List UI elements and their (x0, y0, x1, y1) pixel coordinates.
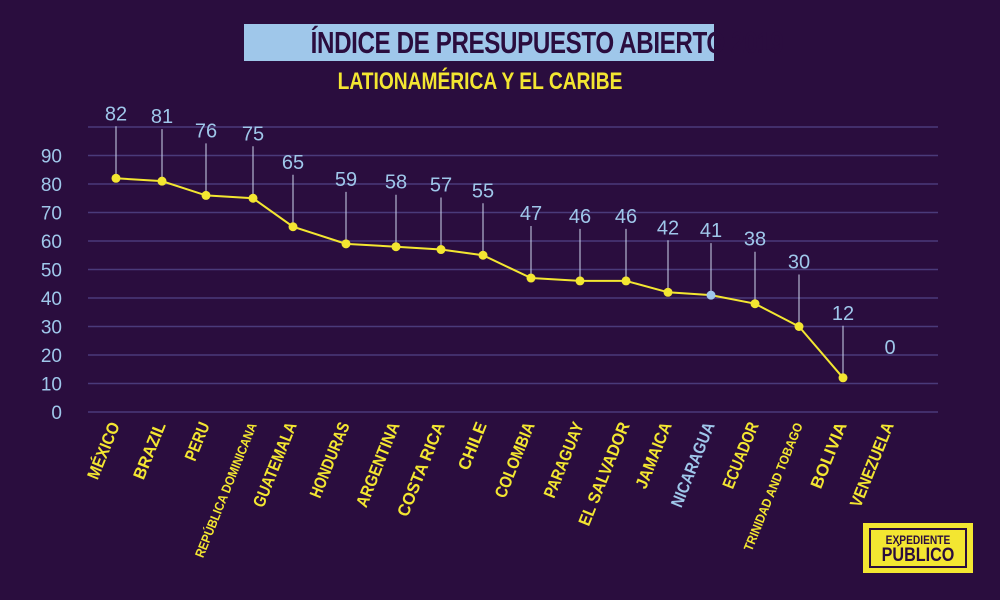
x-tick-label: MÉXICO (84, 419, 124, 482)
data-point (838, 373, 848, 383)
data-label: 59 (335, 169, 357, 191)
data-point (157, 176, 167, 186)
data-point (341, 239, 351, 249)
data-label: 12 (832, 303, 854, 325)
data-point (201, 190, 211, 200)
y-tick-label: 30 (41, 318, 62, 339)
x-tick-label: COSTA RICA (394, 419, 449, 519)
expediente-publico-logo: EXPEDIENTE PÚBLICO (863, 523, 973, 573)
data-point (436, 245, 446, 255)
data-point (750, 299, 760, 309)
data-point (706, 290, 716, 300)
logo-line2: PÚBLICO (881, 545, 955, 566)
data-point (575, 276, 585, 286)
y-tick-label: 90 (41, 147, 62, 168)
y-tick-label: 80 (41, 175, 62, 196)
data-label: 75 (242, 123, 264, 145)
y-tick-label: 70 (41, 204, 62, 225)
data-label: 57 (430, 175, 452, 197)
data-point (478, 250, 488, 260)
data-point (111, 173, 121, 183)
data-point (248, 193, 258, 203)
data-label: 58 (385, 172, 407, 194)
y-tick-label: 40 (41, 289, 62, 310)
data-point (663, 287, 673, 297)
data-label: 38 (744, 229, 766, 251)
data-label: 30 (788, 252, 810, 274)
y-tick-label: 0 (51, 403, 62, 424)
y-tick-label: 20 (41, 346, 62, 367)
data-label: 82 (105, 103, 127, 125)
x-tick-label: NICARAGUA (667, 419, 718, 510)
x-tick-label: PARAGUAY (540, 419, 588, 501)
x-tick-label: PERU (181, 419, 214, 463)
y-tick-label: 50 (41, 261, 62, 282)
x-tick-label: BRAZIL (130, 419, 170, 482)
x-tick-label: BOLIVIA (807, 419, 851, 491)
data-label: 41 (700, 220, 722, 242)
y-tick-label: 60 (41, 232, 62, 253)
x-tick-label: CHILE (454, 419, 490, 472)
chart-subtitle-text: LATIONAMÉRICA Y EL CARIBE (337, 68, 623, 95)
x-tick-label: ARGENTINA (352, 419, 403, 510)
data-label: 81 (151, 106, 173, 128)
data-point (794, 322, 804, 331)
logo-line1: EXPEDIENTE (885, 533, 951, 547)
data-label: 47 (520, 203, 542, 225)
data-point (621, 276, 631, 286)
y-tick-label: 10 (41, 375, 62, 396)
data-point (288, 222, 298, 232)
series-line (115, 177, 844, 379)
x-tick-label: JAMAICA (632, 419, 676, 491)
chart-subtitle: LATIONAMÉRICA Y EL CARIBE (230, 68, 730, 96)
x-tick-label: ECUADOR (719, 419, 763, 491)
x-tick-label: COLOMBIA (491, 419, 539, 500)
data-label: 76 (195, 120, 217, 142)
data-point (526, 273, 536, 283)
chart-title-text: ÍNDICE DE PRESUPUESTO ABIERTO 2019 (310, 25, 784, 60)
x-tick-label: HONDURAS (306, 419, 354, 500)
data-point (391, 242, 401, 252)
chart-title: ÍNDICE DE PRESUPUESTO ABIERTO 2019 (244, 24, 784, 61)
x-tick-label: VENEZUELA (846, 419, 897, 510)
data-label: 42 (657, 217, 679, 239)
data-label: 46 (569, 206, 591, 228)
data-label: 46 (615, 206, 637, 228)
data-label: 65 (282, 152, 304, 174)
x-tick-label: GUATEMALA (249, 419, 300, 510)
data-label: 0 (884, 337, 895, 359)
data-label: 55 (472, 180, 494, 202)
